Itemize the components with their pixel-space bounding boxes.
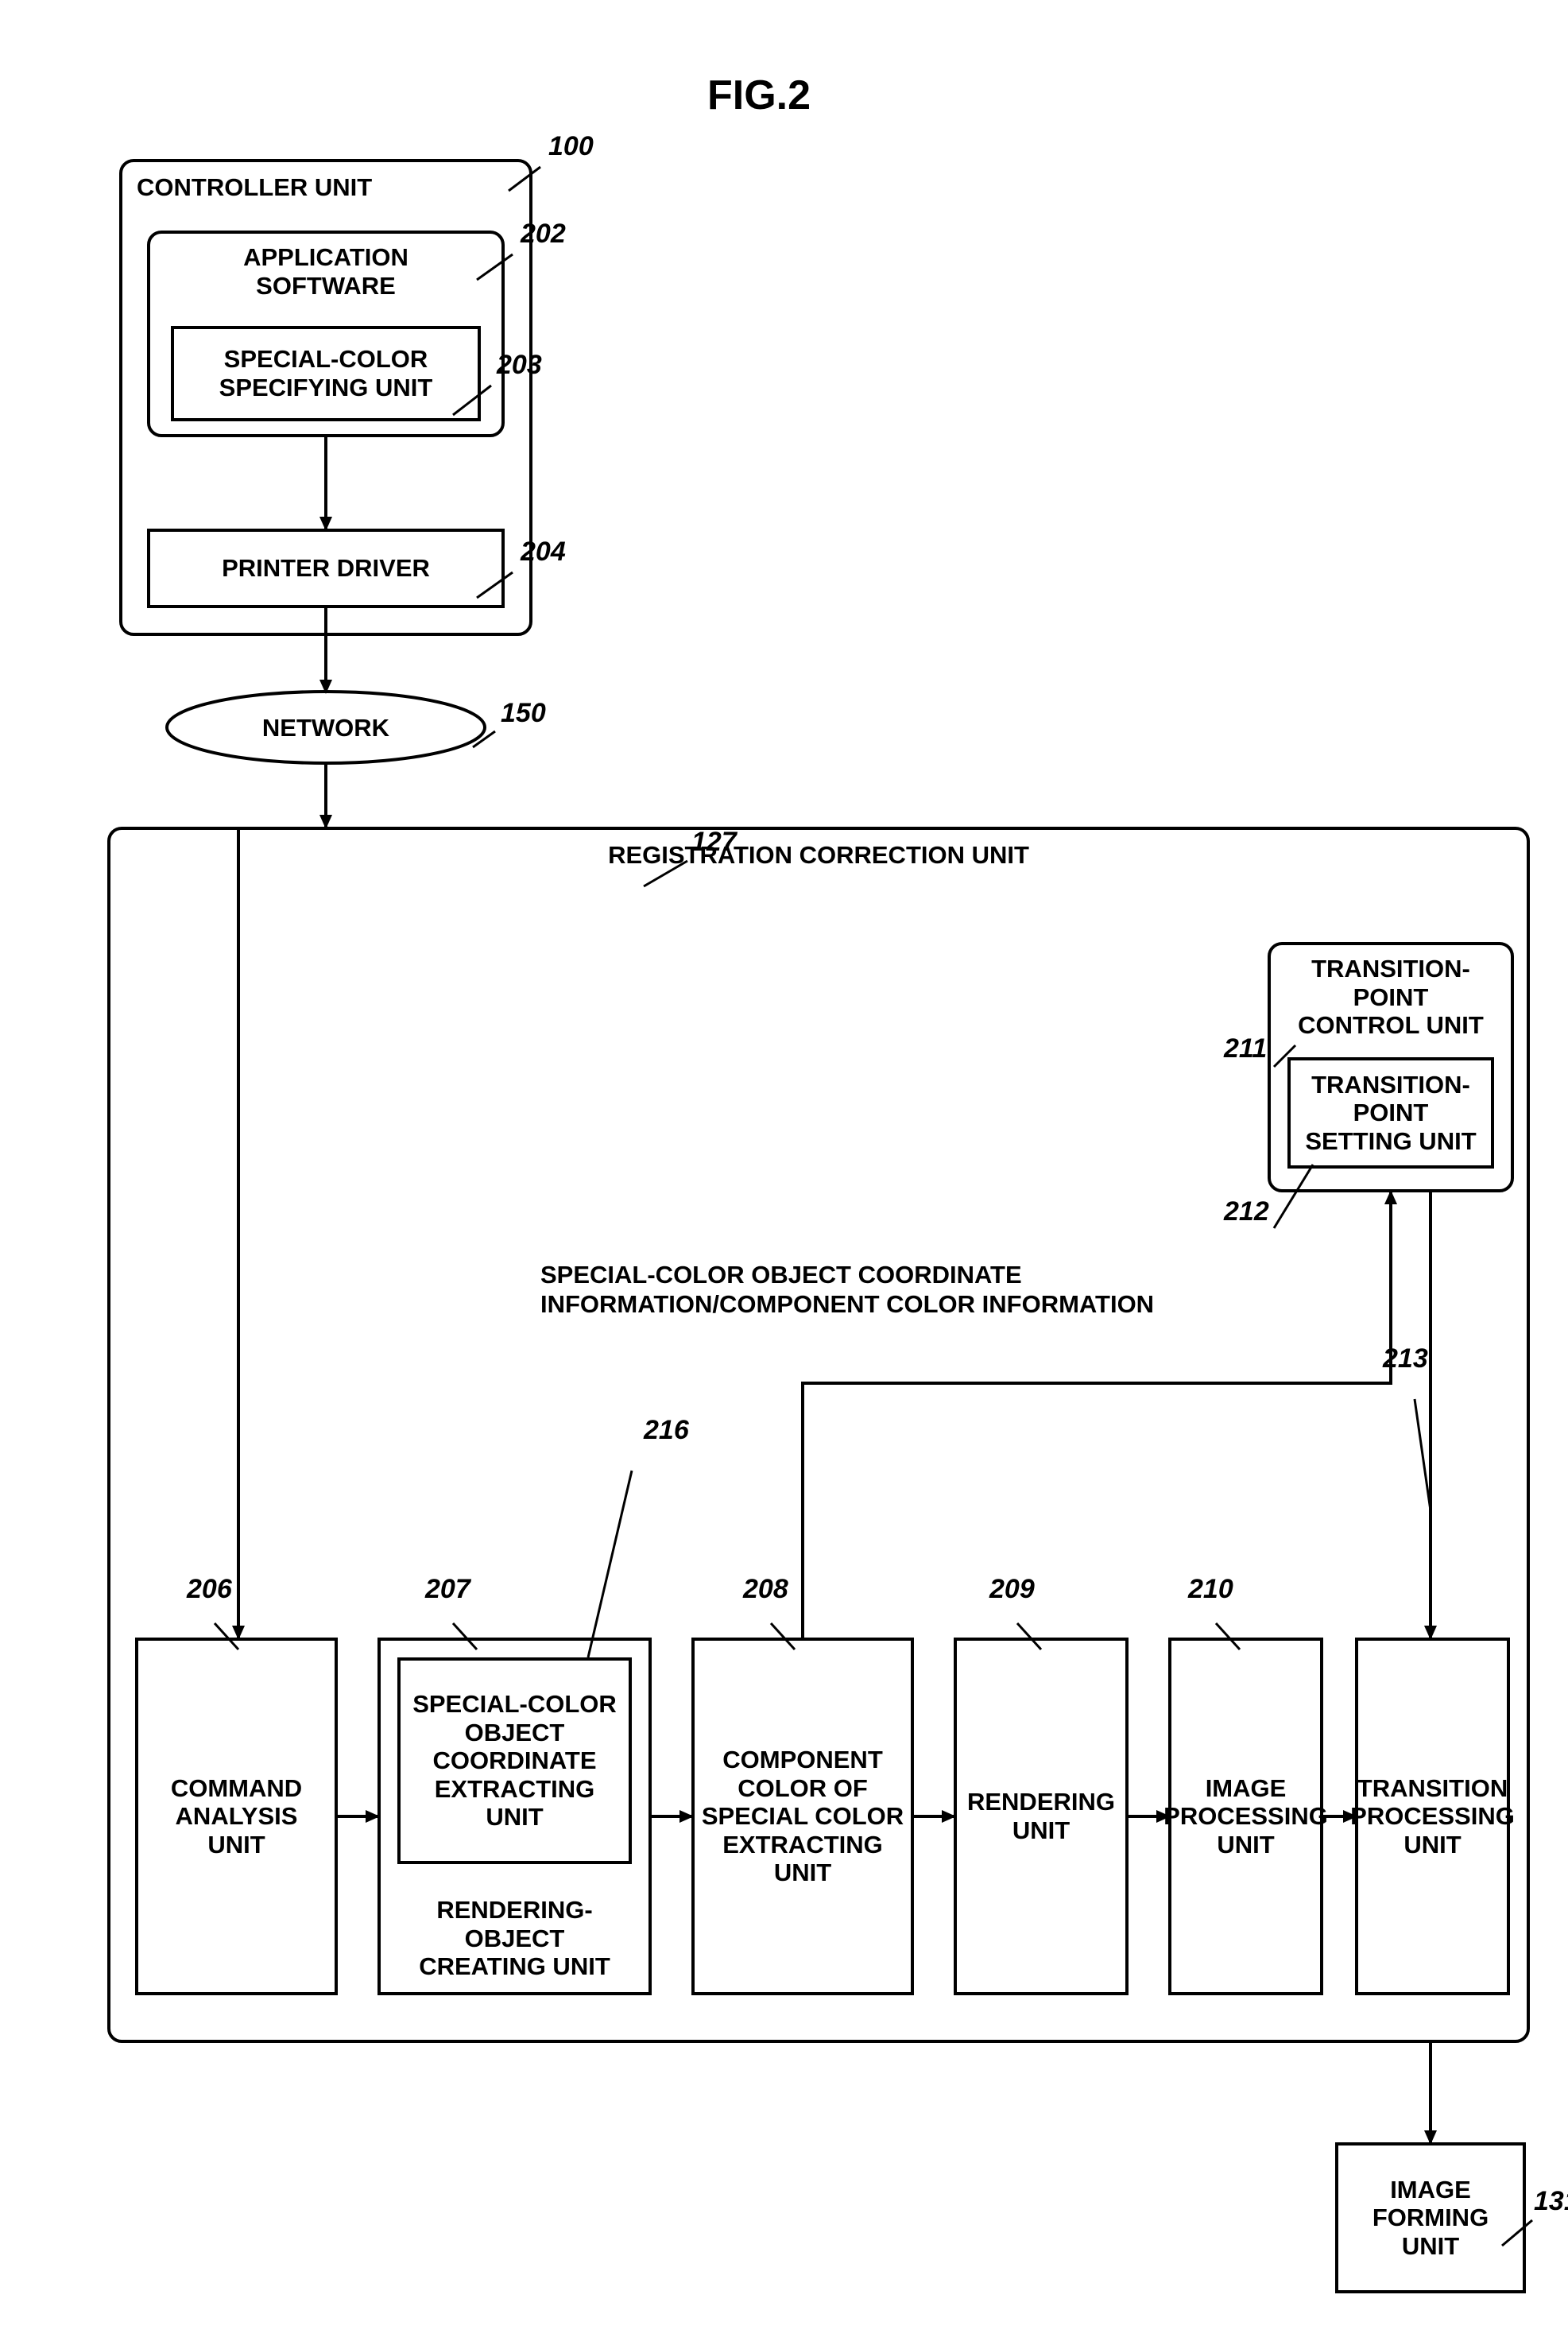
diagram-canvas: FIG.2 CONTROLLER UNIT APPLICATION SOFTWA… bbox=[32, 32, 1568, 2317]
image-forming-box: IMAGE FORMING UNIT bbox=[1335, 2142, 1526, 2293]
component-color-box: COMPONENT COLOR OF SPECIAL COLOR EXTRACT… bbox=[691, 1638, 914, 1995]
transition-point-setting-label: TRANSITION-POINT SETTING UNIT bbox=[1297, 1071, 1485, 1156]
command-analysis-box: COMMAND ANALYSIS UNIT bbox=[135, 1638, 338, 1995]
special-color-specifying-label: SPECIAL-COLOR SPECIFYING UNIT bbox=[219, 345, 433, 401]
image-forming-label: IMAGE FORMING UNIT bbox=[1372, 2176, 1489, 2261]
svg-text:150: 150 bbox=[501, 698, 546, 728]
controller-unit-label: CONTROLLER UNIT bbox=[137, 173, 372, 202]
special-color-specifying-box: SPECIAL-COLOR SPECIFYING UNIT bbox=[171, 326, 481, 421]
printer-driver-label: PRINTER DRIVER bbox=[222, 554, 430, 583]
coord-extract-label: SPECIAL-COLOR OBJECT COORDINATE EXTRACTI… bbox=[407, 1690, 622, 1832]
rendering-unit-label: RENDERING UNIT bbox=[967, 1788, 1115, 1844]
svg-text:100: 100 bbox=[548, 131, 594, 161]
registration-correction-label: REGISTRATION CORRECTION UNIT bbox=[608, 841, 1029, 870]
figure-title: FIG.2 bbox=[707, 72, 811, 119]
rendering-object-creating-label: RENDERING-OBJECT CREATING UNIT bbox=[387, 1896, 642, 1981]
coord-extract-box: SPECIAL-COLOR OBJECT COORDINATE EXTRACTI… bbox=[397, 1657, 632, 1864]
component-color-label: COMPONENT COLOR OF SPECIAL COLOR EXTRACT… bbox=[701, 1746, 904, 1887]
command-analysis-label: COMMAND ANALYSIS UNIT bbox=[171, 1774, 302, 1859]
transition-processing-box: TRANSITION PROCESSING UNIT bbox=[1355, 1638, 1510, 1995]
info-line-label: SPECIAL-COLOR OBJECT COORDINATE INFORMAT… bbox=[540, 1260, 1154, 1319]
application-software-label: APPLICATION SOFTWARE bbox=[243, 243, 408, 300]
transition-point-control-label: TRANSITION-POINT CONTROL UNIT bbox=[1277, 955, 1504, 1040]
transition-processing-label: TRANSITION PROCESSING UNIT bbox=[1350, 1774, 1515, 1859]
image-processing-box: IMAGE PROCESSING UNIT bbox=[1168, 1638, 1323, 1995]
transition-point-setting-box: TRANSITION-POINT SETTING UNIT bbox=[1287, 1057, 1494, 1169]
rendering-unit-box: RENDERING UNIT bbox=[954, 1638, 1129, 1995]
printer-driver-box: PRINTER DRIVER bbox=[147, 529, 505, 608]
svg-text:NETWORK: NETWORK bbox=[262, 714, 390, 742]
svg-text:131: 131 bbox=[1534, 2186, 1568, 2216]
image-processing-label: IMAGE PROCESSING UNIT bbox=[1163, 1774, 1328, 1859]
